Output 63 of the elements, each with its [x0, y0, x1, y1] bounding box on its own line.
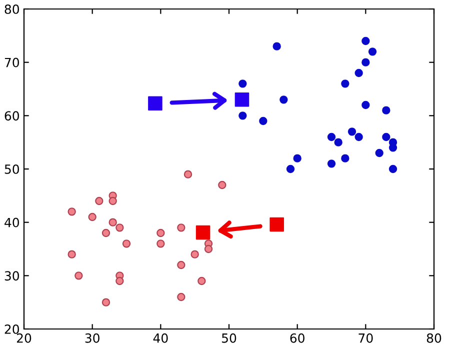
y-tick-label: 60	[4, 111, 20, 121]
point	[148, 96, 162, 111]
point	[177, 292, 186, 302]
point	[362, 36, 370, 46]
point	[327, 132, 336, 142]
point	[156, 228, 165, 238]
point	[116, 224, 124, 232]
point	[177, 260, 186, 270]
point	[280, 96, 288, 104]
point	[362, 58, 370, 66]
point	[218, 180, 226, 190]
point	[177, 224, 186, 232]
x-tick-label: 60	[290, 333, 304, 343]
point	[375, 148, 384, 158]
point	[368, 48, 377, 56]
point	[116, 276, 124, 286]
x-tick-label: 70	[358, 333, 373, 343]
point	[122, 240, 131, 248]
point	[354, 132, 363, 142]
point	[259, 116, 268, 126]
point	[74, 272, 83, 280]
point	[184, 170, 192, 178]
point	[238, 80, 247, 88]
point	[354, 68, 363, 78]
point	[190, 250, 199, 258]
point	[102, 228, 110, 238]
x-tick-label: 30	[85, 333, 100, 343]
y-tick-label: 40	[4, 218, 20, 228]
point	[234, 92, 250, 107]
point	[88, 212, 96, 222]
point	[382, 132, 390, 142]
point	[388, 164, 398, 174]
point	[348, 128, 356, 136]
point	[196, 225, 210, 240]
point	[327, 160, 336, 168]
x-tick-label: 40	[153, 333, 168, 343]
point	[95, 196, 104, 206]
y-tick-label: 80	[4, 4, 20, 14]
point	[68, 250, 76, 258]
point	[362, 100, 370, 110]
point	[334, 138, 342, 146]
x-tick-label: 20	[16, 333, 32, 343]
x-tick-label: 80	[426, 333, 442, 343]
point	[204, 244, 213, 254]
y-tick-label: 20	[4, 324, 20, 334]
point	[198, 276, 206, 286]
point	[156, 240, 165, 248]
x-tick-label: 50	[222, 333, 236, 343]
point	[293, 154, 302, 162]
y-tick-label: 50	[4, 164, 20, 174]
point	[108, 196, 117, 206]
point	[108, 218, 117, 226]
point	[270, 217, 284, 232]
y-tick-label: 70	[4, 58, 20, 68]
point	[102, 298, 110, 306]
point	[341, 154, 350, 162]
y-tick-label: 30	[4, 271, 20, 281]
point	[382, 106, 390, 114]
point	[272, 42, 281, 50]
point	[341, 80, 350, 88]
point	[68, 208, 76, 216]
point	[238, 112, 247, 120]
point	[286, 164, 295, 174]
